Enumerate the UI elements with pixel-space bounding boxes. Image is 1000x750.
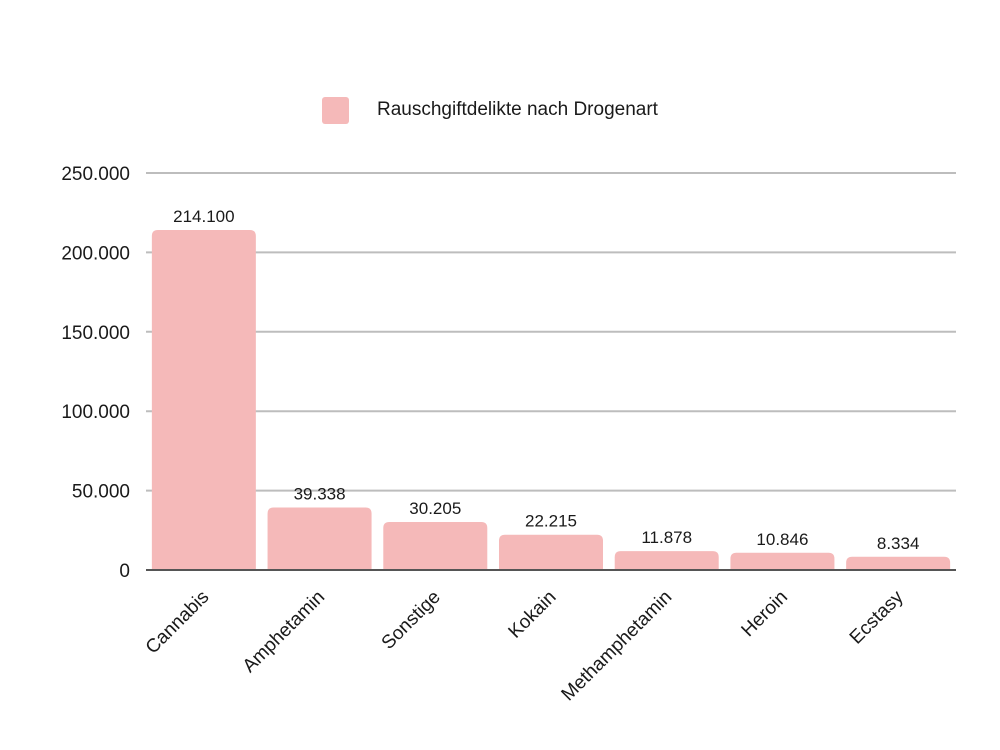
y-tick-label: 50.000 xyxy=(72,482,130,503)
data-label-amphetamin: 39.338 xyxy=(294,485,346,504)
data-label-cannabis: 214.100 xyxy=(173,207,234,226)
bar-ecstasy xyxy=(846,556,951,570)
bar-amphetamin xyxy=(267,507,372,570)
legend: Rauschgiftdelikte nach Drogenart xyxy=(322,96,658,124)
data-labels: 214.100 39.338 30.205 22.215 11.878 10.846 8.3… xyxy=(173,207,919,553)
bar-sonstige xyxy=(383,522,488,570)
y-tick-label: 150.000 xyxy=(61,323,130,344)
y-tick-label: 200.000 xyxy=(61,243,130,264)
x-axis-category-labels: Cannabis Amphetamin Sonstige KokainMethamph… xyxy=(142,586,908,705)
category-label-kokain: Kokain xyxy=(505,587,561,643)
bar-kokain xyxy=(499,534,603,570)
legend-swatch xyxy=(322,96,349,124)
data-label-ecstasy: 8.334 xyxy=(877,534,920,553)
category-label-sonstige: Sonstige xyxy=(378,587,445,654)
bar-heroin xyxy=(730,552,835,570)
category-label-amphetamin: Amphetamin xyxy=(239,587,329,677)
data-label-heroin: 10.846 xyxy=(756,530,808,549)
bars xyxy=(151,230,951,570)
grid-lines xyxy=(146,172,956,492)
category-label-heroin: Heroin xyxy=(738,587,792,641)
data-label-sonstige: 30.205 xyxy=(409,499,461,518)
category-label-methamphetamin: Methamphetamin xyxy=(558,587,677,706)
y-tick-label: 100.000 xyxy=(61,402,130,423)
y-axis-tick-labels: 0 50.000 100.000 150.000 200.000 250.000 xyxy=(61,164,130,582)
y-tick-label: 0 xyxy=(119,561,130,582)
y-tick-label: 250.000 xyxy=(61,164,130,185)
data-label-methamphetamin: 11.878 xyxy=(641,528,692,547)
data-label-kokain: 22.215 xyxy=(525,512,577,531)
legend-label: Rauschgiftdelikte nach Drogenart xyxy=(377,99,658,120)
bar-methamphetamin xyxy=(614,551,719,570)
category-label-cannabis: Cannabis xyxy=(142,587,214,659)
category-label-ecstasy: Ecstasy xyxy=(846,586,908,648)
bar-cannabis xyxy=(151,230,256,570)
